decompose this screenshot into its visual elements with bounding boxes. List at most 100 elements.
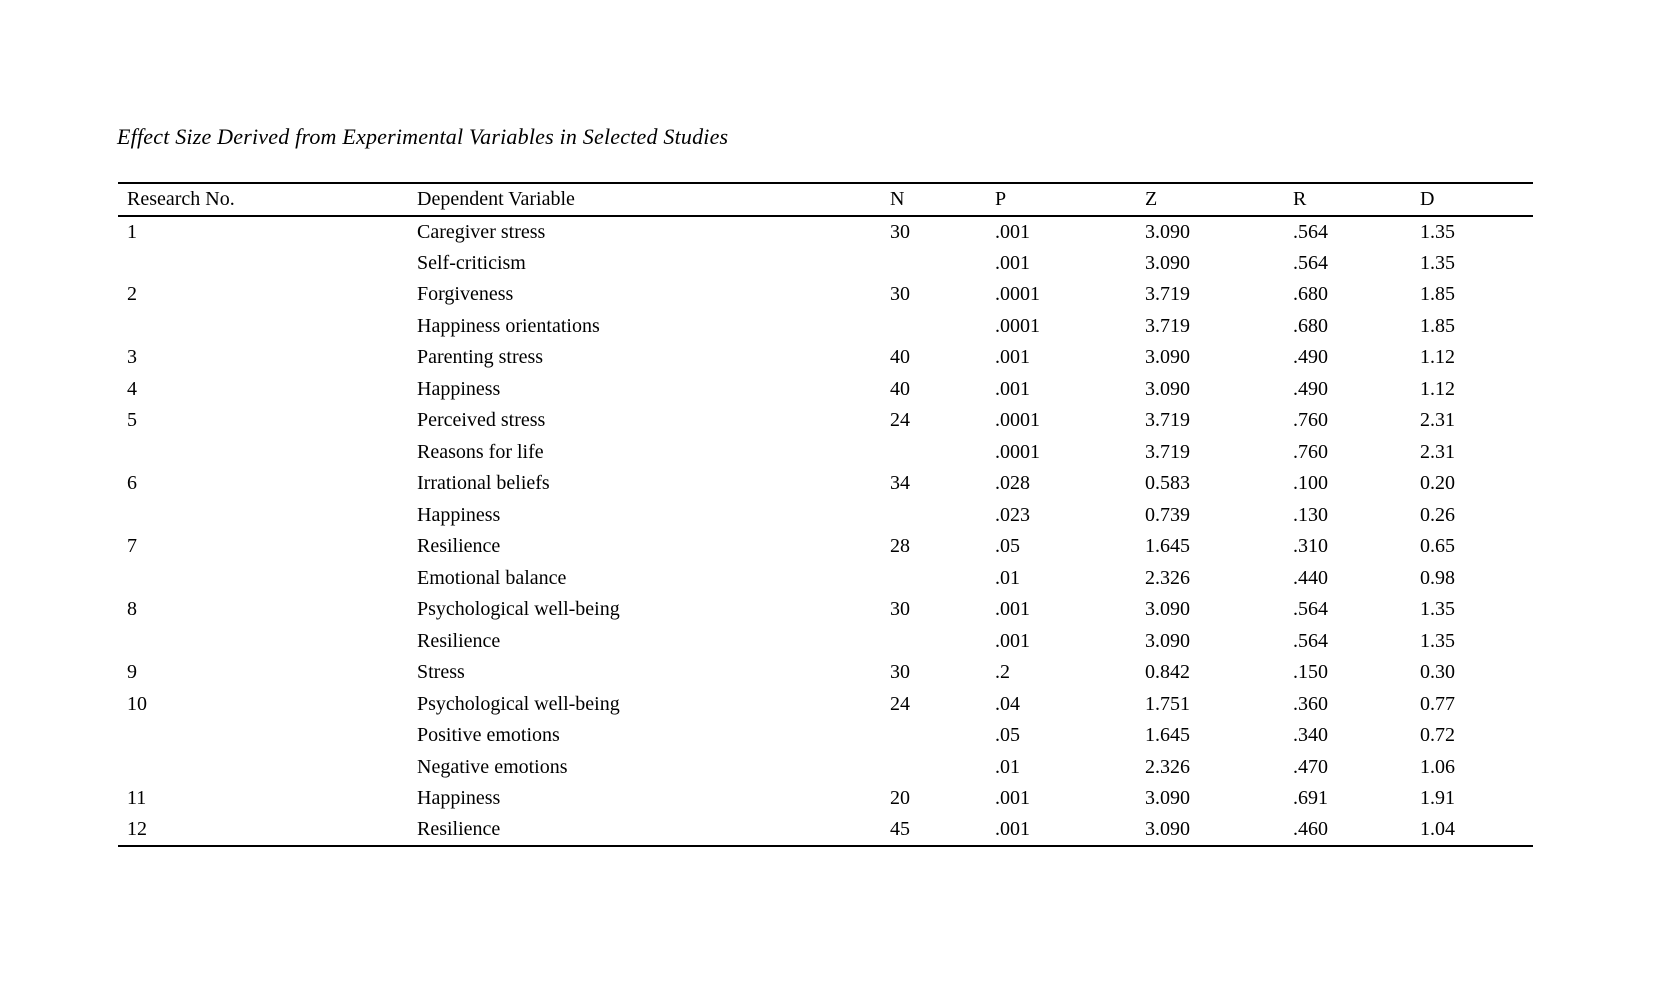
cell-dependent-variable: Irrational beliefs xyxy=(417,472,550,495)
cell-dependent-variable: Forgiveness xyxy=(417,283,514,306)
cell-z: 3.090 xyxy=(1145,787,1190,810)
cell-dependent-variable: Happiness orientations xyxy=(417,314,600,337)
cell-d: 1.12 xyxy=(1420,346,1455,369)
cell-n: 30 xyxy=(890,283,910,306)
cell-p: .05 xyxy=(995,724,1020,747)
cell-p: .001 xyxy=(995,629,1030,652)
cell-research-no: 12 xyxy=(127,818,147,841)
cell-d: 1.04 xyxy=(1420,818,1455,841)
cell-z: 3.719 xyxy=(1145,409,1190,432)
table-row: 5 Perceived stress 24 .0001 3.719 .760 2.31 xyxy=(118,405,1533,437)
cell-n: 30 xyxy=(890,661,910,684)
table-row: Happiness orientations .0001 3.719 .680 1.85 xyxy=(118,311,1533,343)
cell-z: 3.090 xyxy=(1145,818,1190,841)
cell-r: .440 xyxy=(1293,566,1328,589)
cell-d: 0.26 xyxy=(1420,503,1455,526)
cell-research-no xyxy=(118,248,408,280)
column-header-research-no: Research No. xyxy=(127,188,235,210)
cell-r: .564 xyxy=(1293,220,1328,243)
cell-p: .001 xyxy=(995,251,1030,274)
cell-n: 24 xyxy=(890,409,910,432)
cell-n xyxy=(881,626,986,658)
cell-z: 1.751 xyxy=(1145,692,1190,715)
cell-n xyxy=(881,437,986,469)
cell-research-no: 10 xyxy=(127,692,147,715)
cell-p: .2 xyxy=(995,661,1010,684)
cell-research-no xyxy=(118,720,408,752)
cell-p: .0001 xyxy=(995,440,1040,463)
cell-n: 24 xyxy=(890,692,910,715)
cell-dependent-variable: Negative emotions xyxy=(417,755,568,778)
cell-dependent-variable: Reasons for life xyxy=(417,440,544,463)
table-row: Negative emotions .01 2.326 .470 1.06 xyxy=(118,752,1533,784)
column-header-r: R xyxy=(1293,188,1307,210)
cell-p: .0001 xyxy=(995,409,1040,432)
cell-dependent-variable: Perceived stress xyxy=(417,409,546,432)
cell-z: 3.090 xyxy=(1145,346,1190,369)
cell-p: .001 xyxy=(995,377,1030,400)
table-row: 3 Parenting stress 40 .001 3.090 .490 1.12 xyxy=(118,342,1533,374)
table-row: Happiness .023 0.739 .130 0.26 xyxy=(118,500,1533,532)
cell-p: .01 xyxy=(995,755,1020,778)
column-header-dependent-variable: Dependent Variable xyxy=(417,188,575,210)
cell-z: 3.090 xyxy=(1145,377,1190,400)
table-row: 2 Forgiveness 30 .0001 3.719 .680 1.85 xyxy=(118,279,1533,311)
cell-research-no xyxy=(118,311,408,343)
cell-research-no xyxy=(118,626,408,658)
table-row: 4 Happiness 40 .001 3.090 .490 1.12 xyxy=(118,374,1533,406)
cell-d: 0.65 xyxy=(1420,535,1455,558)
effect-size-table-container: Research No. Dependent Variable N P Z R … xyxy=(118,182,1533,847)
cell-r: .150 xyxy=(1293,661,1328,684)
cell-research-no xyxy=(118,752,408,784)
cell-p: .0001 xyxy=(995,314,1040,337)
cell-n xyxy=(881,563,986,595)
cell-z: 3.719 xyxy=(1145,283,1190,306)
cell-p: .001 xyxy=(995,346,1030,369)
cell-r: .470 xyxy=(1293,755,1328,778)
cell-r: .680 xyxy=(1293,314,1328,337)
cell-dependent-variable: Resilience xyxy=(417,629,501,652)
cell-d: 1.35 xyxy=(1420,220,1455,243)
cell-dependent-variable: Resilience xyxy=(417,818,501,841)
cell-z: 3.090 xyxy=(1145,220,1190,243)
cell-z: 3.719 xyxy=(1145,314,1190,337)
table-row: 1 Caregiver stress 30 .001 3.090 .564 1.35 xyxy=(118,216,1533,248)
cell-r: .564 xyxy=(1293,598,1328,621)
cell-dependent-variable: Happiness xyxy=(417,377,501,400)
cell-research-no: 2 xyxy=(127,283,137,306)
cell-n xyxy=(881,500,986,532)
cell-p: .01 xyxy=(995,566,1020,589)
cell-r: .490 xyxy=(1293,377,1328,400)
cell-r: .130 xyxy=(1293,503,1328,526)
cell-r: .490 xyxy=(1293,346,1328,369)
cell-dependent-variable: Psychological well-being xyxy=(417,692,620,715)
column-header-n: N xyxy=(890,188,905,210)
cell-research-no: 4 xyxy=(127,377,137,400)
cell-dependent-variable: Positive emotions xyxy=(417,724,560,747)
cell-d: 0.72 xyxy=(1420,724,1455,747)
cell-d: 2.31 xyxy=(1420,440,1455,463)
cell-research-no: 9 xyxy=(127,661,137,684)
cell-n: 20 xyxy=(890,787,910,810)
table-row: 9 Stress 30 .2 0.842 .150 0.30 xyxy=(118,657,1533,689)
cell-dependent-variable: Happiness xyxy=(417,503,501,526)
cell-d: 1.35 xyxy=(1420,629,1455,652)
cell-p: .028 xyxy=(995,472,1030,495)
cell-p: .04 xyxy=(995,692,1020,715)
cell-n: 40 xyxy=(890,346,910,369)
table-row: 6 Irrational beliefs 34 .028 0.583 .100 0.20 xyxy=(118,468,1533,500)
cell-n xyxy=(881,248,986,280)
cell-z: 2.326 xyxy=(1145,755,1190,778)
cell-research-no xyxy=(118,437,408,469)
cell-d: 1.85 xyxy=(1420,314,1455,337)
cell-research-no: 11 xyxy=(127,787,147,810)
cell-n xyxy=(881,720,986,752)
cell-research-no: 8 xyxy=(127,598,137,621)
table-row: Self-criticism .001 3.090 .564 1.35 xyxy=(118,248,1533,280)
cell-dependent-variable: Caregiver stress xyxy=(417,220,546,243)
cell-p: .05 xyxy=(995,535,1020,558)
cell-r: .760 xyxy=(1293,409,1328,432)
cell-z: 0.739 xyxy=(1145,503,1190,526)
cell-z: 3.090 xyxy=(1145,251,1190,274)
